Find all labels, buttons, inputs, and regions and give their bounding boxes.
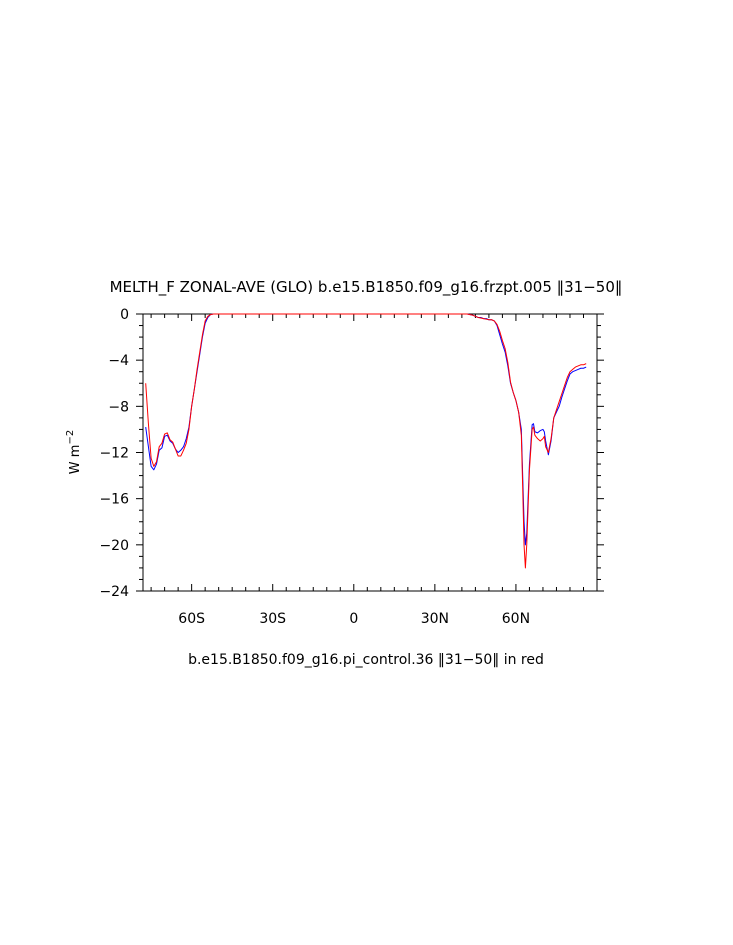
y-axis-label: W m−2 bbox=[65, 430, 83, 474]
plot-area: 60S 30S 0 30N 60N 0 −4 −8 −12 −16 −20 −24 bbox=[99, 307, 604, 627]
x-tick-label: 30N bbox=[421, 611, 449, 627]
y-axis-label-text: W m bbox=[68, 445, 83, 475]
x-tick-label: 0 bbox=[349, 611, 358, 627]
y-tick-label: −12 bbox=[99, 446, 129, 462]
y-tick-label: 0 bbox=[120, 307, 129, 323]
plot-frame bbox=[142, 313, 598, 592]
y-tick-label: −16 bbox=[99, 492, 129, 508]
x-tick-label: 60N bbox=[502, 611, 530, 627]
x-tick-label: 30S bbox=[259, 611, 286, 627]
y-tick-label: −20 bbox=[99, 538, 129, 554]
chart-caption: b.e15.B1850.f09_g16.pi_control.36 ‖31−50… bbox=[188, 652, 544, 668]
y-tick-label: −4 bbox=[108, 353, 129, 369]
y-axis-label-exponent: −2 bbox=[65, 430, 76, 445]
x-tick-label: 60S bbox=[178, 611, 205, 627]
y-tick-label: −24 bbox=[99, 584, 129, 600]
chart-title: MELTH_F ZONAL-AVE (GLO) b.e15.B1850.f09_… bbox=[110, 278, 623, 297]
series-line-1 bbox=[145, 313, 587, 546]
series-line-2 bbox=[145, 313, 587, 569]
y-tick-label: −8 bbox=[108, 399, 129, 415]
